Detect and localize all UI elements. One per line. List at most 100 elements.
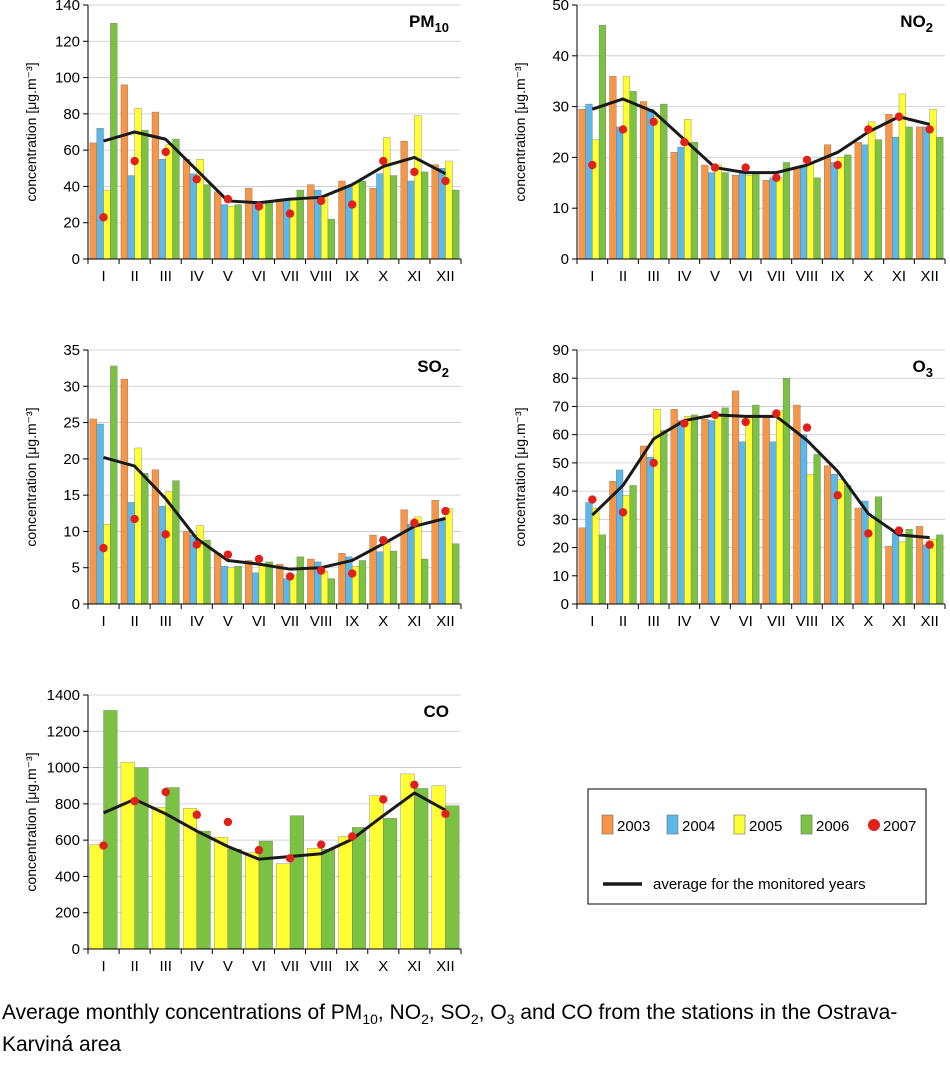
y-tick-label: 5 [72,560,80,577]
bar-2004-VI [251,572,260,605]
bar-2003-V [701,164,709,260]
bar-2003-I [89,142,97,260]
bar-2006-VI [265,561,273,605]
x-tick-label: IX [831,613,845,630]
bar-2006-VIII [813,177,821,260]
point-2007-I [99,213,108,222]
y-tick-label: 30 [552,99,569,116]
y-tick-label: 600 [55,832,80,849]
point-2007-X [379,795,388,804]
no2-title: NO2 [900,12,933,35]
y-tick-label: 70 [552,398,569,415]
point-2007-XI [894,526,904,535]
point-2007-V [223,194,233,204]
point-2007-II [130,156,139,166]
bar-2006-II [629,91,637,260]
x-tick-label: II [130,958,138,975]
bar-2003-I [578,108,586,260]
bar-2005-IV [684,416,692,605]
title-subscript: 2 [926,20,933,35]
x-tick-label: IV [190,613,204,630]
x-tick-label: VII [767,268,785,285]
y-tick-label: 60 [552,427,569,444]
bar-2005-X [383,542,391,605]
x-tick-label: XI [407,613,421,630]
title-subscript: 2 [442,365,449,380]
point-2007-I [588,495,597,504]
bar-2006-IX [844,154,852,260]
x-tick-label: V [223,613,233,630]
bar-2003-VI [731,175,740,260]
x-tick-label: VI [739,268,753,285]
bar-2003-III [151,111,160,260]
point-2007-XII [441,809,450,819]
point-2007-VIII [802,155,812,165]
point-2007-III [161,787,170,797]
bar-2006-II [141,473,149,605]
chart-legend: 2003 2004 2005 2006 2007 average for the moni… [587,788,927,905]
legend-frame [587,788,927,905]
point-2007-VII [285,572,295,581]
bar-2005-IX [338,836,353,950]
bar-2006-I [598,25,607,260]
point-2007-I [99,543,108,553]
bar-2003-III [639,445,648,605]
bar-2006-VI [752,404,760,605]
bar-2003-XII [431,500,439,605]
x-tick-label: II [130,613,138,630]
bar-2006-VII [782,162,791,260]
point-2007-II [130,796,139,806]
bar-2005-VI [745,175,753,260]
bar-2004-VI [738,169,746,260]
bar-2006-V [721,407,729,605]
x-tick-label: VIII [310,613,333,630]
bar-2004-VI [251,202,260,260]
point-2007-V [223,550,233,559]
bar-2004-IX [345,556,353,605]
y-tick-label: 800 [55,796,80,813]
bar-2004-VI [738,441,746,605]
title-text: PM [409,12,435,31]
bar-2004-IX [345,186,353,260]
x-tick-label: VII [281,268,299,285]
point-2007-III [161,147,170,157]
bar-2003-VII [276,198,284,260]
legend-marker-2007 [868,819,880,831]
bar-2003-IX [823,144,832,260]
x-tick-label: XII [436,268,454,285]
point-2007-V [710,163,720,172]
bar-2006-XII [452,543,460,605]
bar-2005-I [592,507,600,605]
bar-2005-V [714,164,722,260]
x-tick-label: XII [920,613,938,630]
bar-2006-VII [296,556,304,605]
bar-2004-VIII [800,434,808,605]
bar-2005-VII [276,863,291,950]
bar-2006-I [103,710,118,950]
bar-2003-IV [670,152,678,260]
bar-2006-II [141,130,149,260]
x-tick-label: II [619,613,627,630]
bar-2005-V [714,414,722,605]
average-line [591,97,931,175]
x-tick-label: V [710,613,720,630]
point-2007-IV [192,810,201,819]
x-tick-label: X [863,613,873,630]
y-tick-label: 10 [552,200,569,217]
bar-2006-X [389,175,398,260]
y-tick-label: 120 [55,33,80,50]
caption-sub-1: 10 [362,1011,378,1028]
x-tick-label: IV [677,268,691,285]
point-2007-II [618,508,628,517]
y-tick-label: 1000 [47,760,80,777]
bar-2003-X [369,534,377,605]
bar-2006-VIII [813,454,821,605]
title-text: CO [424,702,450,721]
y-tick-label: 50 [552,455,569,472]
title-text: NO [900,12,926,31]
bar-2004-I [96,423,104,605]
caption-part-2: , NO [377,1001,422,1024]
x-tick-label: VI [252,958,266,975]
legend-label-2004: 2004 [682,818,715,835]
